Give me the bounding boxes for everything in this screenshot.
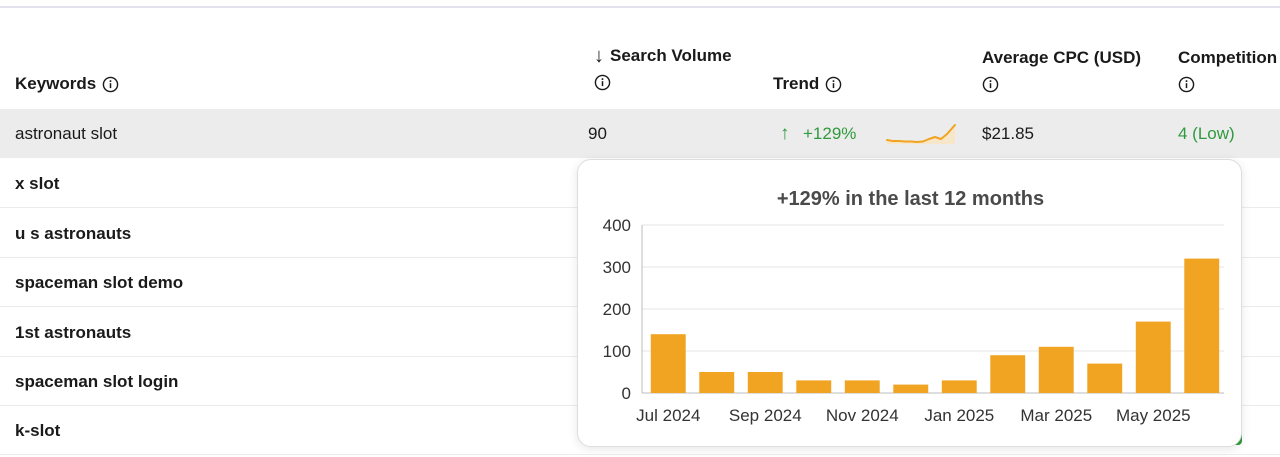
info-icon[interactable] [1178,76,1195,93]
keyword-cell[interactable]: k-slot [15,421,61,440]
bar-may-2025[interactable] [1135,321,1171,393]
x-tick-label: May 2025 [1116,406,1191,425]
bar-mar-2025[interactable] [1038,346,1074,393]
column-search-volume[interactable]: ↓ Search Volume [594,43,732,95]
trend-bar-chart: 0 100 200 300 400 Jul 2024 Sep 2024 Nov 2024 Jan… [603,216,1224,425]
x-tick-label: Jul 2024 [636,406,700,425]
table-row[interactable]: k-slot [0,406,1280,455]
bar-jan-2025[interactable] [941,380,977,393]
y-tick-label: 200 [603,300,631,319]
trend-popup: +129% in the last 12 months 0 100 200 300 40… [577,159,1242,447]
x-tick-label: Nov 2024 [826,406,899,425]
keyword-cell[interactable]: x slot [15,174,60,193]
y-tick-label: 0 [622,384,631,403]
keyword-cell[interactable]: 1st astronauts [15,323,132,342]
keyword-cell[interactable]: astronaut slot [15,124,118,143]
column-competition-label: Competition [1178,48,1278,67]
bar-jun-2025[interactable] [1184,258,1220,393]
column-trend[interactable]: Trend [773,71,842,97]
column-average-cpc-label: Average CPC (USD) [982,48,1142,67]
trend-sparkline[interactable] [885,122,957,146]
cpc-cell: $21.85 [982,124,1034,143]
table-header: Keywords ↓ Search Volume Trend Average C… [0,40,1280,108]
arrow-up-icon: ↑ [780,123,790,144]
column-keywords-label: Keywords [15,74,97,93]
column-trend-label: Trend [773,74,820,93]
bar-feb-2025[interactable] [990,355,1026,393]
info-icon[interactable] [594,74,611,91]
info-icon[interactable] [102,76,119,93]
y-tick-label: 400 [603,216,631,235]
bar-aug-2024[interactable] [699,372,735,393]
column-search-volume-label: Search Volume [610,46,732,65]
arrow-down-icon: ↓ [594,44,604,67]
x-tick-label: Sep 2024 [729,406,802,425]
keyword-cell[interactable]: spaceman slot login [15,372,179,391]
x-tick-label: Mar 2025 [1020,406,1092,425]
column-keywords[interactable]: Keywords [15,71,119,97]
bar-jul-2024[interactable] [650,334,686,393]
info-icon[interactable] [982,76,999,93]
bar-sep-2024[interactable] [747,372,783,393]
bar-apr-2025[interactable] [1087,363,1123,393]
top-divider [0,6,1280,8]
x-tick-label: Jan 2025 [924,406,994,425]
trend-percent-cell[interactable]: +129% [803,124,857,143]
competition-cell: 4 (Low) [1178,124,1235,143]
keyword-cell[interactable]: u s astronauts [15,224,132,243]
column-competition[interactable]: Competition [1178,45,1277,97]
popup-title: +129% in the last 12 months [776,188,1045,210]
bar-nov-2024[interactable] [844,380,880,393]
column-average-cpc[interactable]: Average CPC (USD) [982,45,1141,97]
y-tick-label: 300 [603,258,631,277]
keyword-cell[interactable]: spaceman slot demo [15,273,184,292]
search-volume-cell: 90 [588,124,607,143]
y-tick-label: 100 [603,342,631,361]
table-row[interactable]: astronaut slot 90 ↑ +129% $21.85 4 (Low) [0,109,1280,158]
bar-dec-2024[interactable] [893,384,929,393]
info-icon[interactable] [825,76,842,93]
bar-oct-2024[interactable] [796,380,832,393]
